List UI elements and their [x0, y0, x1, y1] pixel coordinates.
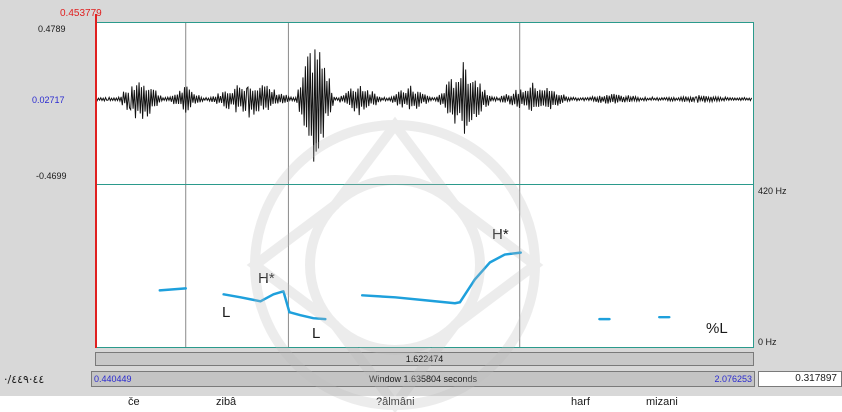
window-start-time: 0.440449 [94, 374, 132, 384]
cursor-value: 0.453779 [60, 8, 102, 19]
figure-code: ·/٤٤·٤٤٩ [4, 373, 45, 386]
tone-label: L [222, 304, 231, 321]
word-label: ?âlmâni [376, 396, 415, 408]
selection-duration: 1.622474 [405, 354, 444, 364]
tone-label: H* [258, 270, 275, 287]
selection-duration-bar[interactable]: 1.622474 [95, 352, 754, 366]
waveform-min-label: -0.4699 [36, 171, 67, 181]
cursor-line[interactable] [95, 14, 97, 348]
total-duration-value: 0.317897 [758, 371, 842, 387]
word-label: če [128, 396, 140, 408]
window-bar[interactable]: 0.440449 Window 1.635804 seconds 2.07625… [91, 371, 755, 387]
pitch-panel[interactable] [95, 185, 754, 348]
pitch-contour [158, 251, 671, 321]
tone-label: %L [706, 320, 728, 337]
word-label: mizani [646, 396, 678, 408]
tone-label: H* [492, 226, 509, 243]
window-end-time: 2.076253 [714, 374, 752, 384]
waveform-svg [95, 23, 753, 184]
waveform-zero-label: 0.02717 [32, 95, 65, 105]
pitch-min-label: 0 Hz [758, 337, 777, 347]
window-duration: Window 1.635804 seconds [368, 374, 478, 384]
tone-label: L [312, 325, 321, 342]
word-label: harf [571, 396, 590, 408]
pitch-max-label: 420 Hz [758, 186, 787, 196]
waveform-trace [95, 49, 753, 162]
word-label: zibâ [216, 396, 237, 408]
waveform-panel[interactable] [95, 22, 754, 185]
pitch-svg [158, 185, 671, 347]
waveform-max-label: 0.4789 [38, 24, 66, 34]
